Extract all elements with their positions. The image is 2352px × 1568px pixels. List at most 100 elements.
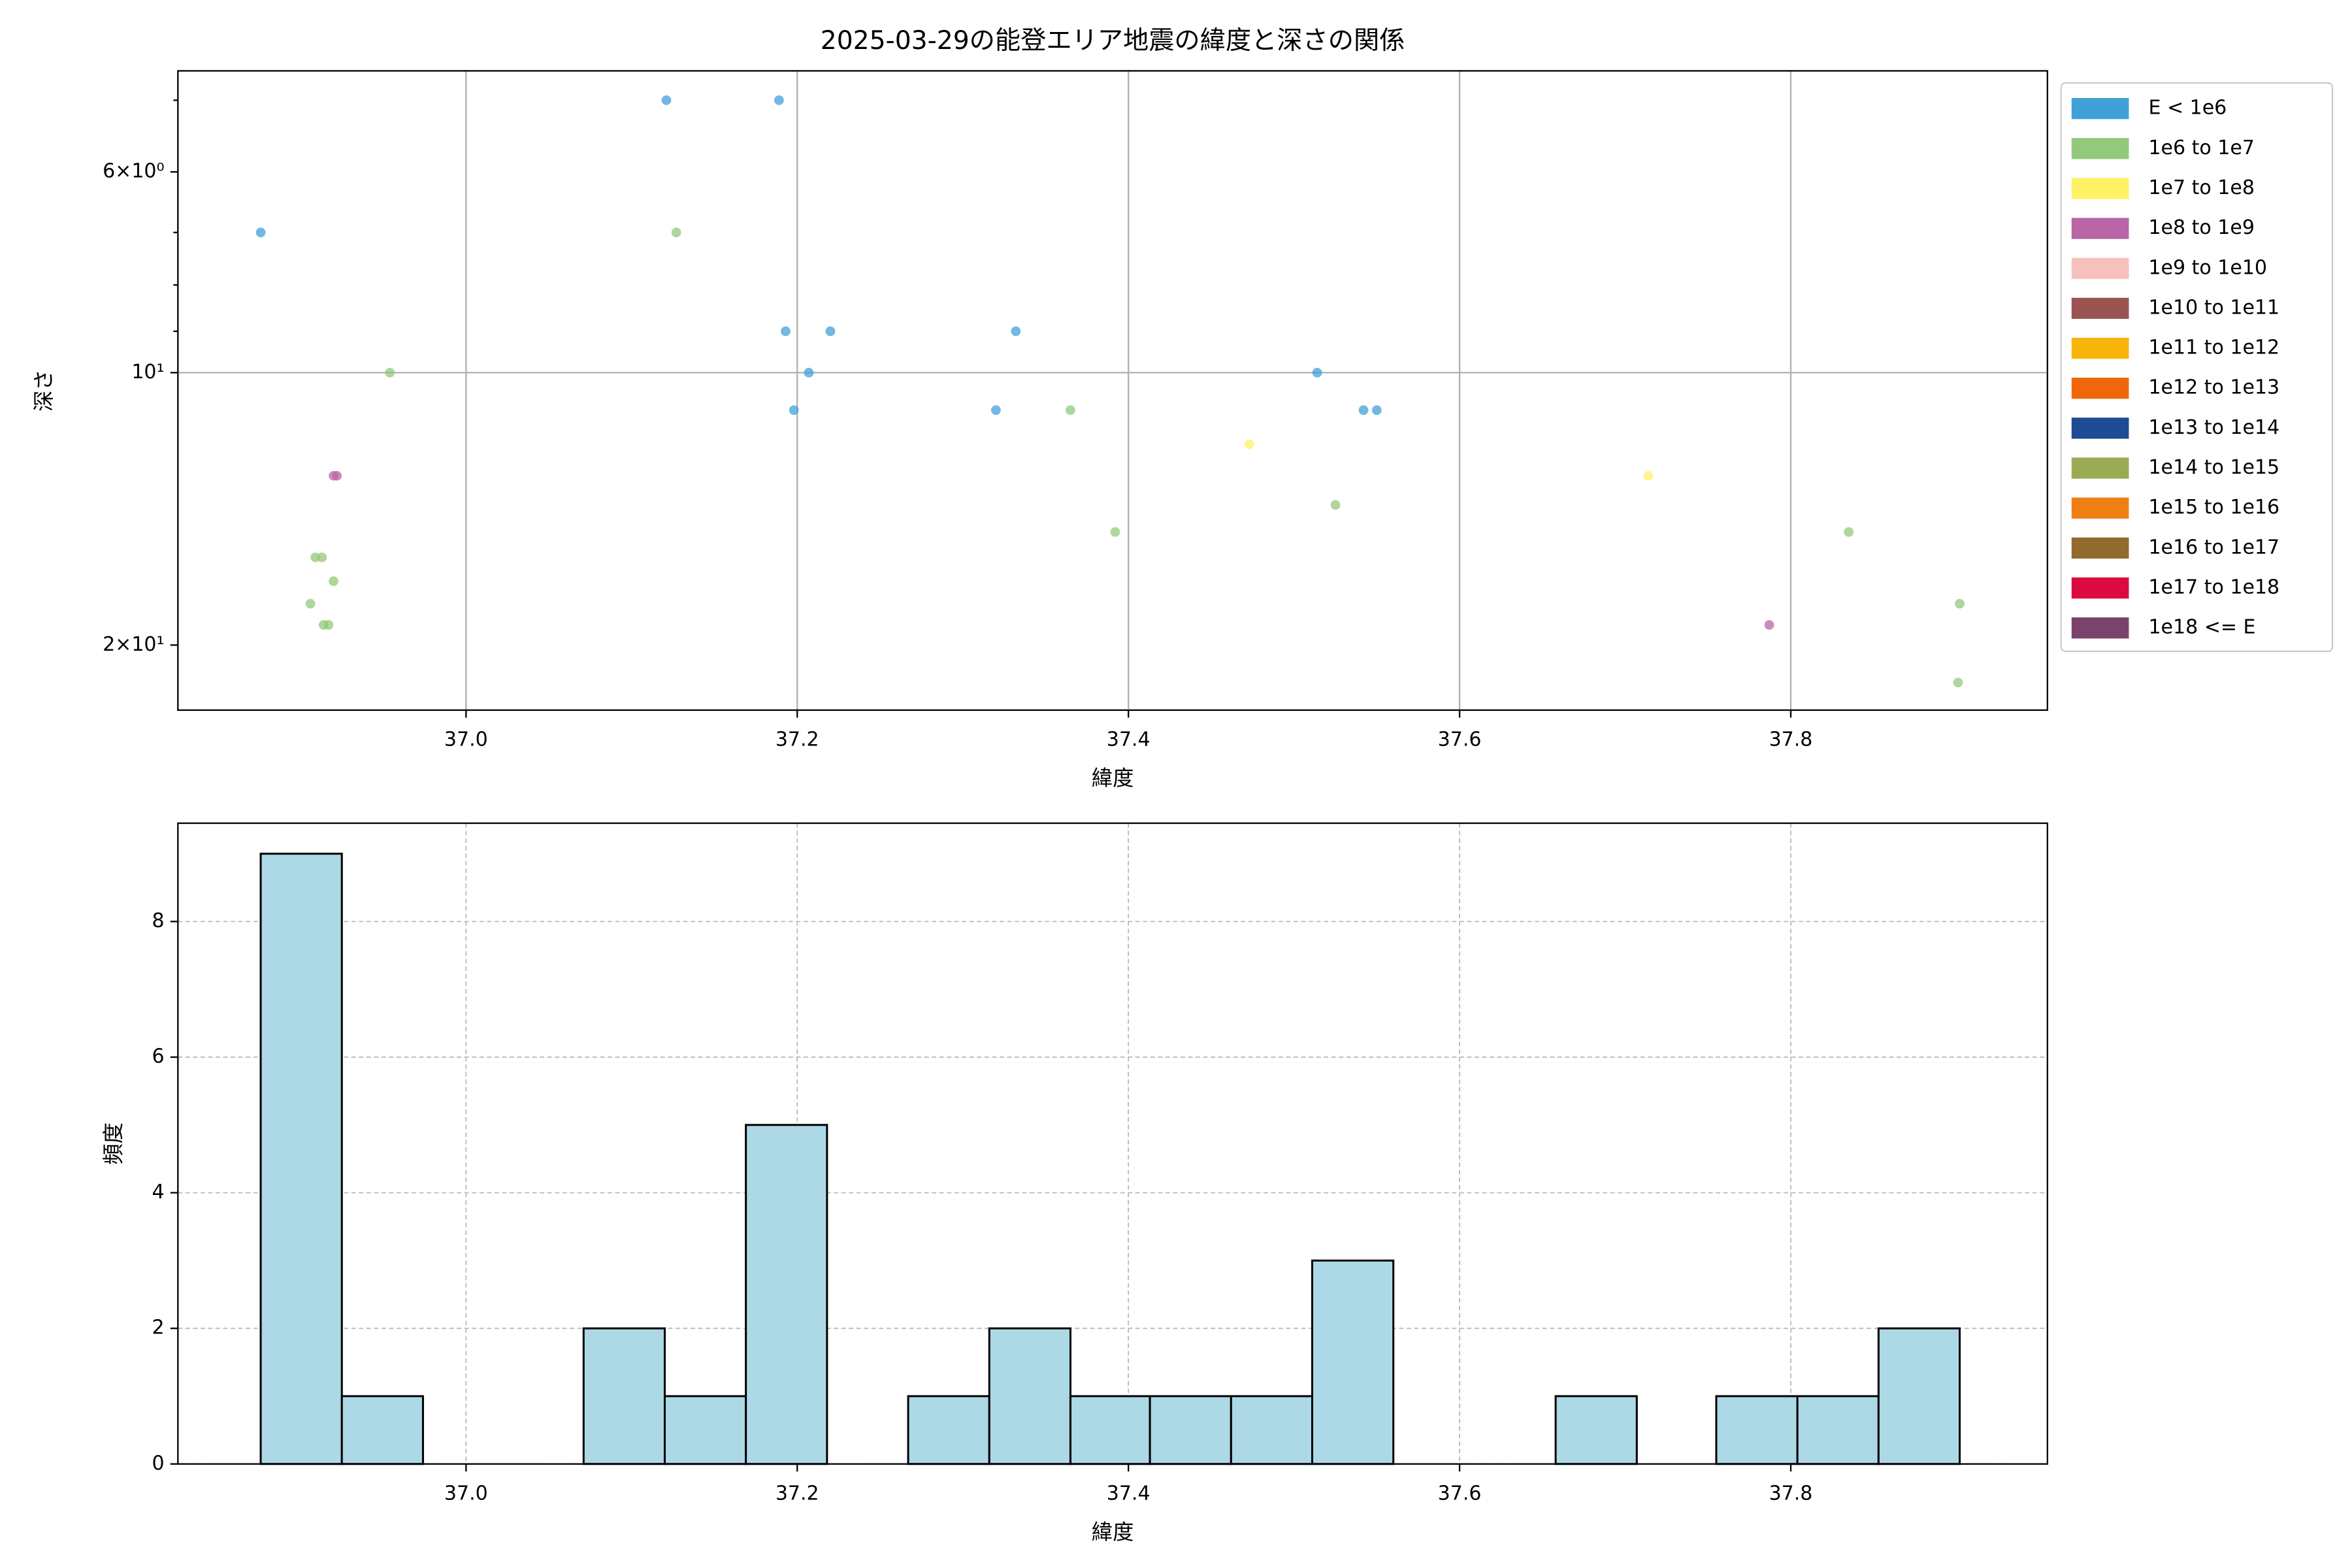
scatter-point <box>310 552 321 563</box>
y-tick-label: 0 <box>152 1452 164 1475</box>
legend-label: 1e15 to 1e16 <box>2148 496 2279 519</box>
y-tick-label: 2×10¹ <box>103 633 164 656</box>
legend-label: 1e6 to 1e7 <box>2148 137 2254 159</box>
scatter-point <box>825 326 836 336</box>
histogram-bar <box>1311 1259 1395 1465</box>
histogram-bar <box>582 1327 666 1465</box>
x-tick-label: 37.4 <box>1107 728 1151 751</box>
legend-swatch <box>2071 138 2129 159</box>
x-axis-label: 緯度 <box>1092 1520 1134 1544</box>
scatter-point <box>1844 527 1854 537</box>
histogram-bar <box>1069 1395 1151 1465</box>
x-tick-label: 37.6 <box>1438 728 1482 751</box>
legend-swatch <box>2071 617 2129 639</box>
scatter-point <box>804 367 814 378</box>
legend-label: 1e7 to 1e8 <box>2148 176 2254 199</box>
y-tick-label: 10¹ <box>131 361 164 384</box>
histogram-bar <box>1796 1395 1880 1465</box>
scatter-point <box>1643 470 1654 481</box>
scatter-point <box>1312 367 1322 378</box>
histogram-bar <box>988 1327 1071 1465</box>
legend-swatch <box>2071 577 2129 599</box>
legend-label: E < 1e6 <box>2148 97 2227 120</box>
scatter-point <box>255 227 266 238</box>
scatter-point <box>317 552 327 563</box>
histogram-bar <box>340 1395 424 1465</box>
histogram-bar <box>259 853 343 1465</box>
legend-swatch <box>2071 537 2129 559</box>
scatter-point <box>661 95 672 105</box>
legend-label: 1e14 to 1e15 <box>2148 456 2279 479</box>
x-tick-label: 37.2 <box>776 728 819 751</box>
y-tick-label: 6 <box>152 1045 164 1068</box>
scatter-point <box>332 470 342 481</box>
scatter-point <box>671 227 681 238</box>
legend-swatch <box>2071 337 2129 359</box>
legend-swatch <box>2071 378 2129 399</box>
legend-label: 1e17 to 1e18 <box>2148 576 2279 599</box>
scatter-point <box>1953 678 1963 688</box>
scatter-point <box>1764 620 1774 630</box>
legend-label: 1e10 to 1e11 <box>2148 296 2279 319</box>
x-tick-label: 37.8 <box>1769 728 1813 751</box>
legend-label: 1e11 to 1e12 <box>2148 336 2279 359</box>
scatter-point <box>991 405 1001 416</box>
histogram-bar <box>1877 1327 1961 1465</box>
y-tick-label: 8 <box>152 909 164 932</box>
histogram-bar <box>1554 1395 1638 1465</box>
chart-title: 2025-03-29の能登エリア地震の緯度と深さの関係 <box>821 26 1405 56</box>
legend-box <box>2060 82 2334 653</box>
scatter-point <box>385 367 395 378</box>
legend-swatch <box>2071 497 2129 519</box>
histogram-bar <box>745 1124 828 1465</box>
plot-frame <box>177 70 2048 711</box>
scatter-point <box>1066 405 1075 416</box>
scatter-point <box>1955 598 1965 609</box>
legend-label: 1e16 to 1e17 <box>2148 536 2279 559</box>
plot-frame <box>177 822 2048 1465</box>
scatter-point <box>323 620 334 630</box>
y-tick-label: 6×10⁰ <box>103 160 164 183</box>
scatter-point <box>1371 405 1382 416</box>
legend-label: 1e8 to 1e9 <box>2148 216 2254 239</box>
scatter-point <box>789 405 799 416</box>
histogram-bar <box>907 1395 990 1465</box>
x-tick-label: 37.8 <box>1769 1482 1813 1505</box>
legend-swatch <box>2071 457 2129 479</box>
y-axis-label: 頻度 <box>101 1122 125 1165</box>
legend-swatch <box>2071 218 2129 239</box>
x-tick-label: 37.4 <box>1107 1482 1151 1505</box>
histogram-bar <box>1230 1395 1313 1465</box>
legend-swatch <box>2071 257 2129 279</box>
histogram-bar <box>1149 1395 1232 1465</box>
legend-label: 1e9 to 1e10 <box>2148 256 2267 279</box>
x-tick-label: 37.0 <box>444 1482 488 1505</box>
legend-label: 1e12 to 1e13 <box>2148 376 2279 399</box>
histogram-bar <box>663 1395 747 1465</box>
scatter-point <box>1358 405 1369 416</box>
x-tick-label: 37.2 <box>776 1482 819 1505</box>
x-tick-label: 37.6 <box>1438 1482 1482 1505</box>
scatter-point <box>329 576 338 586</box>
y-tick-label: 4 <box>152 1181 164 1203</box>
legend-swatch <box>2071 297 2129 319</box>
y-tick-label: 2 <box>152 1316 164 1339</box>
legend-swatch <box>2071 98 2129 120</box>
histogram-bar <box>1715 1395 1799 1465</box>
x-axis-label: 緯度 <box>1092 766 1134 791</box>
x-tick-label: 37.0 <box>444 728 488 751</box>
scatter-point <box>1011 326 1021 336</box>
legend-swatch <box>2071 417 2129 439</box>
legend-label: 1e13 to 1e14 <box>2148 416 2279 439</box>
scatter-point <box>1330 500 1341 510</box>
scatter-point <box>774 95 784 105</box>
legend-swatch <box>2071 178 2129 199</box>
scatter-point <box>1110 527 1120 537</box>
scatter-point <box>305 598 316 609</box>
y-axis-label: 深さ <box>31 369 56 412</box>
legend-label: 1e18 <= E <box>2148 616 2255 639</box>
scatter-point <box>781 326 791 336</box>
